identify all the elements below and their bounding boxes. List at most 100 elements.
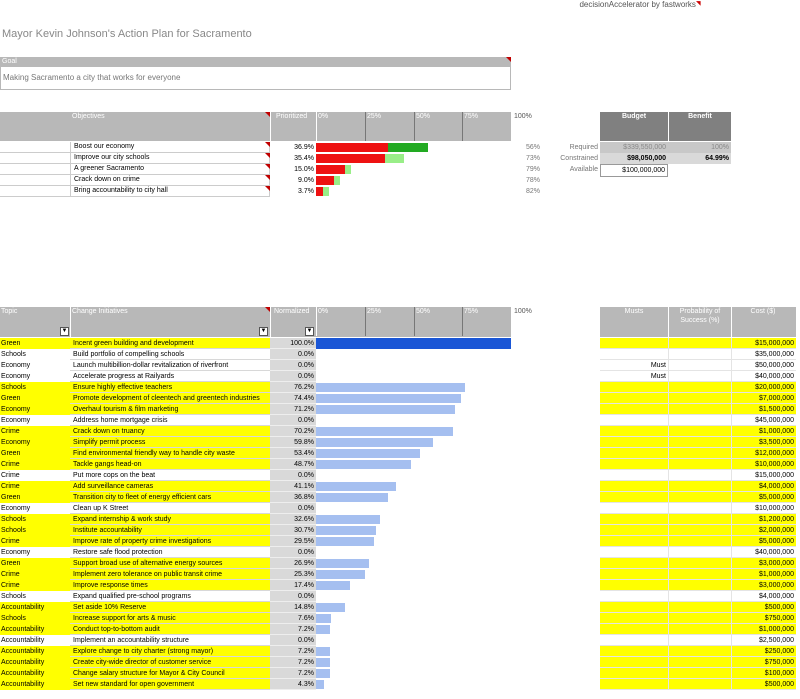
initiative-probability[interactable] — [668, 470, 731, 481]
initiative-name[interactable]: Put more cops on the beat — [70, 470, 270, 481]
initiative-topic[interactable]: Economy — [1, 362, 31, 369]
initiative-probability[interactable] — [668, 668, 731, 679]
initiative-probability[interactable] — [668, 591, 731, 602]
initiative-cost[interactable]: $3,500,000 — [731, 437, 796, 448]
objective-row[interactable]: Bring accountability to city hall 3.7% 82% — [0, 186, 540, 197]
initiative-topic[interactable]: Schools — [0, 514, 70, 525]
initiative-name[interactable]: Simplify permit process — [70, 437, 270, 448]
initiative-row[interactable]: Schools Build portfolio of compelling sch… — [0, 349, 796, 360]
initiative-must[interactable] — [600, 470, 668, 481]
initiative-topic[interactable]: Economy — [0, 437, 70, 448]
initiative-cost[interactable]: $40,000,000 — [731, 371, 796, 382]
initiative-row[interactable]: Accountability Implement an accountabilit… — [0, 635, 796, 646]
initiative-topic[interactable]: Accountability — [0, 657, 70, 668]
initiative-row[interactable]: Accountability Create city-wide director … — [0, 657, 796, 668]
initiative-topic[interactable]: Green — [0, 393, 70, 404]
initiative-name[interactable]: Expand internship & work study — [70, 514, 270, 525]
initiative-must[interactable] — [600, 635, 668, 646]
initiative-name[interactable]: Change salary structure for Mayor & City… — [70, 668, 270, 679]
initiative-row[interactable]: Schools Ensure highly effective teachers 7… — [0, 382, 796, 393]
initiative-name[interactable]: Ensure highly effective teachers — [70, 382, 270, 393]
initiative-probability[interactable] — [668, 338, 731, 349]
initiative-row[interactable]: Green Promote development of cleentech an… — [0, 393, 796, 404]
initiative-must[interactable] — [600, 393, 668, 404]
initiative-must[interactable] — [600, 558, 668, 569]
initiative-row[interactable]: Crime Add surveillance cameras 41.1% $4,000… — [0, 481, 796, 492]
initiative-must[interactable] — [600, 668, 668, 679]
initiative-must[interactable] — [600, 569, 668, 580]
initiative-probability[interactable] — [668, 404, 731, 415]
initiative-cost[interactable]: $3,000,000 — [731, 558, 796, 569]
initiative-topic[interactable]: Green — [0, 492, 70, 503]
comment-flag-icon[interactable] — [265, 164, 270, 169]
initiative-name[interactable]: Set aside 10% Reserve — [70, 602, 270, 613]
initiative-topic[interactable]: Green — [0, 338, 70, 349]
initiative-topic[interactable]: Economy — [1, 417, 31, 424]
initiative-name[interactable]: Incent green building and development — [70, 338, 270, 349]
initiative-topic[interactable]: Crime — [0, 569, 70, 580]
objective-name[interactable]: Boost our economy — [70, 142, 270, 153]
initiative-probability[interactable] — [668, 558, 731, 569]
initiative-topic[interactable]: Schools — [0, 525, 70, 536]
initiative-topic[interactable]: Economy — [1, 373, 31, 380]
initiative-name[interactable]: Set new standard for open government — [70, 679, 270, 690]
initiative-probability[interactable] — [668, 426, 731, 437]
goal-field[interactable]: Making Sacramento a city that works for … — [0, 67, 511, 90]
initiative-name[interactable]: Conduct top-to-bottom audit — [70, 624, 270, 635]
initiative-row[interactable]: Green Transition city to fleet of energy … — [0, 492, 796, 503]
initiative-probability[interactable] — [668, 580, 731, 591]
initiative-name[interactable]: Implement an accountability structure — [70, 635, 270, 646]
initiative-cost[interactable]: $5,000,000 — [731, 492, 796, 503]
initiative-name[interactable]: Overhaul tourism & film marketing — [70, 404, 270, 415]
initiative-row[interactable]: Economy Accelerate progress at Railyards 0… — [0, 371, 796, 382]
objective-name[interactable]: Improve our city schools — [70, 153, 270, 164]
initiative-row[interactable]: Crime Implement zero tolerance on public … — [0, 569, 796, 580]
initiative-row[interactable]: Accountability Set aside 10% Reserve 14.8%… — [0, 602, 796, 613]
initiative-must[interactable]: Must — [600, 360, 668, 371]
initiative-name[interactable]: Institute accountability — [70, 525, 270, 536]
initiative-name[interactable]: Clean up K Street — [70, 503, 270, 514]
initiative-row[interactable]: Crime Improve rate of property crime inve… — [0, 536, 796, 547]
initiative-cost[interactable]: $20,000,000 — [731, 382, 796, 393]
initiative-row[interactable]: Schools Expand internship & work study 32.… — [0, 514, 796, 525]
initiative-cost[interactable]: $4,000,000 — [731, 481, 796, 492]
initiative-row[interactable]: Accountability Explore change to city cha… — [0, 646, 796, 657]
initiative-name[interactable]: Restore safe flood protection — [70, 547, 270, 558]
initiative-row[interactable]: Accountability Set new standard for open … — [0, 679, 796, 690]
initiative-topic[interactable]: Accountability — [0, 624, 70, 635]
initiative-must[interactable] — [600, 679, 668, 690]
initiative-row[interactable]: Crime Tackle gangs head-on 48.7% $10,000,00… — [0, 459, 796, 470]
initiative-cost[interactable]: $1,500,000 — [731, 404, 796, 415]
initiative-row[interactable]: Economy Overhaul tourism & film marketing… — [0, 404, 796, 415]
initiative-probability[interactable] — [668, 459, 731, 470]
initiative-topic[interactable]: Economy — [1, 549, 31, 556]
normalized-filter-dropdown-icon[interactable]: ▼ — [305, 327, 314, 336]
initiative-topic[interactable]: Economy — [0, 404, 70, 415]
initiative-row[interactable]: Economy Simplify permit process 59.8% $3,50… — [0, 437, 796, 448]
initiative-probability[interactable] — [668, 349, 731, 360]
initiative-must[interactable] — [600, 580, 668, 591]
initiative-must[interactable] — [600, 536, 668, 547]
initiative-cost[interactable]: $500,000 — [731, 602, 796, 613]
comment-flag-icon[interactable] — [265, 142, 270, 147]
initiative-must[interactable] — [600, 613, 668, 624]
initiative-cost[interactable]: $500,000 — [731, 679, 796, 690]
initiative-name[interactable]: Find environmental friendly way to handl… — [70, 448, 270, 459]
initiative-probability[interactable] — [668, 481, 731, 492]
topic-filter-dropdown-icon[interactable]: ▼ — [60, 327, 69, 336]
initiative-name[interactable]: Improve rate of property crime investiga… — [70, 536, 270, 547]
initiative-must[interactable] — [600, 646, 668, 657]
initiative-row[interactable]: Green Incent green building and developme… — [0, 338, 796, 349]
initiative-cost[interactable]: $1,000,000 — [731, 569, 796, 580]
comment-flag-icon[interactable] — [265, 112, 270, 117]
initiative-topic[interactable]: Accountability — [0, 602, 70, 613]
initiative-row[interactable]: Crime Crack down on truancy 70.2% $1,000,00… — [0, 426, 796, 437]
initiative-row[interactable]: Economy Address home mortgage crisis 0.0% $… — [0, 415, 796, 426]
initiative-topic[interactable]: Crime — [0, 580, 70, 591]
initiative-name[interactable]: Transition city to fleet of energy effic… — [70, 492, 270, 503]
initiative-cost[interactable]: $100,000 — [731, 668, 796, 679]
initiative-row[interactable]: Green Support broad use of alternative en… — [0, 558, 796, 569]
initiative-row[interactable]: Schools Expand qualified pre-school progr… — [0, 591, 796, 602]
initiative-name[interactable]: Expand qualified pre-school programs — [70, 591, 270, 602]
initiative-cost[interactable]: $45,000,000 — [731, 415, 796, 426]
